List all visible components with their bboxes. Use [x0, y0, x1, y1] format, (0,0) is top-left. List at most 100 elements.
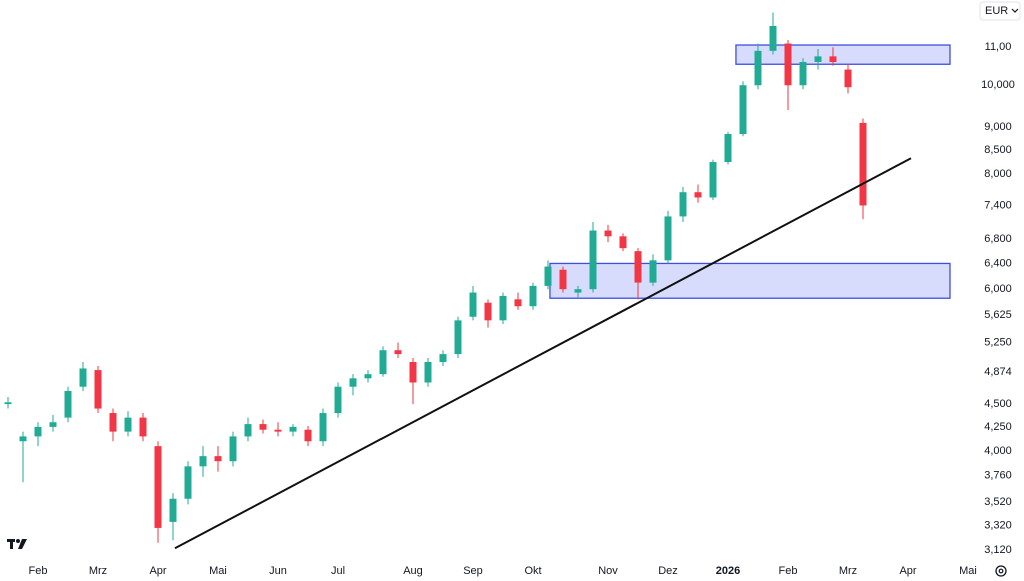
candle-body: [124, 417, 132, 432]
candle-body: [499, 295, 507, 321]
x-tick-label: Mai: [959, 565, 977, 577]
candle-body: [604, 230, 612, 237]
candle-body: [274, 429, 282, 432]
candle-body: [769, 25, 777, 51]
x-tick-label: Mai: [209, 565, 227, 577]
gear-core[interactable]: [998, 568, 1004, 574]
candle-body: [454, 320, 462, 355]
x-tick-label: Feb: [779, 565, 798, 577]
y-tick-label: 7,400: [984, 199, 1012, 211]
candle-body: [859, 122, 867, 206]
candle-body: [664, 216, 672, 261]
trendline: [174, 157, 912, 550]
y-tick-label: 3,520: [984, 496, 1012, 508]
y-tick-label: 8,500: [984, 144, 1012, 156]
candle-body: [784, 43, 792, 86]
price-zone: [549, 262, 951, 299]
candle-body: [634, 251, 642, 283]
candle-body: [109, 413, 117, 432]
dropdown-chevron[interactable]: [1011, 8, 1019, 13]
y-tick-label: 5,625: [984, 309, 1012, 321]
candle-body: [319, 413, 327, 442]
y-tick-label: 6,400: [984, 257, 1012, 269]
candle-body: [619, 236, 627, 249]
x-tick-label: Jun: [269, 565, 287, 577]
y-tick-label: 3,120: [984, 544, 1012, 556]
candle-body: [229, 436, 237, 462]
x-tick-label: Dez: [658, 565, 678, 577]
candle-body: [259, 424, 267, 430]
candle-body: [739, 85, 747, 135]
candle-body: [64, 390, 72, 418]
candle-body: [439, 354, 447, 363]
x-tick-label: Feb: [29, 565, 48, 577]
candle-body: [169, 498, 177, 522]
candle-body: [79, 368, 87, 387]
y-tick-label: 3,760: [984, 470, 1012, 482]
x-tick-label: Apr: [899, 565, 916, 577]
x-tick-label: Mrz: [89, 565, 107, 577]
y-tick-label: 6,000: [984, 283, 1012, 295]
x-tick-label: 2026: [716, 565, 740, 577]
x-tick-label: Nov: [598, 565, 618, 577]
logo-part: [16, 539, 20, 543]
candle-body: [349, 378, 357, 387]
candle-body: [709, 162, 717, 198]
x-tick-label: Aug: [403, 565, 423, 577]
candle-body: [94, 370, 102, 409]
price-zone: [735, 44, 951, 65]
candle-body: [649, 260, 657, 283]
logo: [7, 539, 27, 549]
plot-area: [4, 12, 951, 550]
y-tick-label: 3,320: [984, 519, 1012, 531]
candle-body: [364, 374, 372, 379]
y-tick-label: 6,800: [984, 233, 1012, 245]
candle-body: [529, 285, 537, 307]
candle-body: [289, 426, 297, 432]
candle-body: [214, 456, 222, 462]
currency-selector[interactable]: EUR: [979, 1, 1021, 21]
candle-body: [139, 417, 147, 437]
candle-body: [49, 422, 57, 427]
y-tick-label: 8,000: [984, 168, 1012, 180]
candle-body: [799, 61, 807, 86]
y-tick-label: 4,500: [984, 398, 1012, 410]
candle-body: [589, 230, 597, 290]
candle-body: [154, 446, 162, 528]
settings-icon[interactable]: [995, 565, 1007, 577]
y-tick-label: 11,00: [985, 41, 1012, 53]
x-tick-label: Jul: [331, 565, 345, 577]
candle-body: [679, 192, 687, 217]
x-tick-label: Mrz: [839, 565, 857, 577]
y-tick-label: 4,000: [984, 445, 1012, 457]
candle-body: [394, 350, 402, 355]
candle-body: [304, 429, 312, 442]
candle-body: [829, 56, 837, 62]
candle-body: [574, 289, 582, 293]
candle-body: [844, 69, 852, 88]
x-tick-label: Okt: [524, 565, 541, 577]
candle-body: [469, 292, 477, 317]
y-tick-label: 4,250: [984, 421, 1012, 433]
candle-body: [754, 50, 762, 86]
candle-body: [4, 402, 12, 405]
gear-ring[interactable]: [995, 565, 1007, 577]
candle-body: [484, 302, 492, 321]
candle-body: [814, 56, 822, 62]
candle-body: [334, 386, 342, 414]
y-tick-label: 5,250: [984, 336, 1012, 348]
candle-body: [244, 424, 252, 437]
logo-part: [18, 539, 27, 549]
y-tick-label: 4,874: [984, 366, 1012, 378]
candle-body: [424, 362, 432, 383]
candle-body: [379, 350, 387, 375]
currency-label[interactable]: EUR: [985, 5, 1008, 17]
x-tick-label: Sep: [463, 565, 483, 577]
x-tick-label: Apr: [149, 565, 166, 577]
candle-body: [409, 362, 417, 383]
candle-body: [514, 299, 522, 307]
currency-box[interactable]: [979, 1, 1021, 21]
candle-body: [694, 192, 702, 198]
candle-body: [199, 456, 207, 467]
candle-body: [724, 134, 732, 163]
